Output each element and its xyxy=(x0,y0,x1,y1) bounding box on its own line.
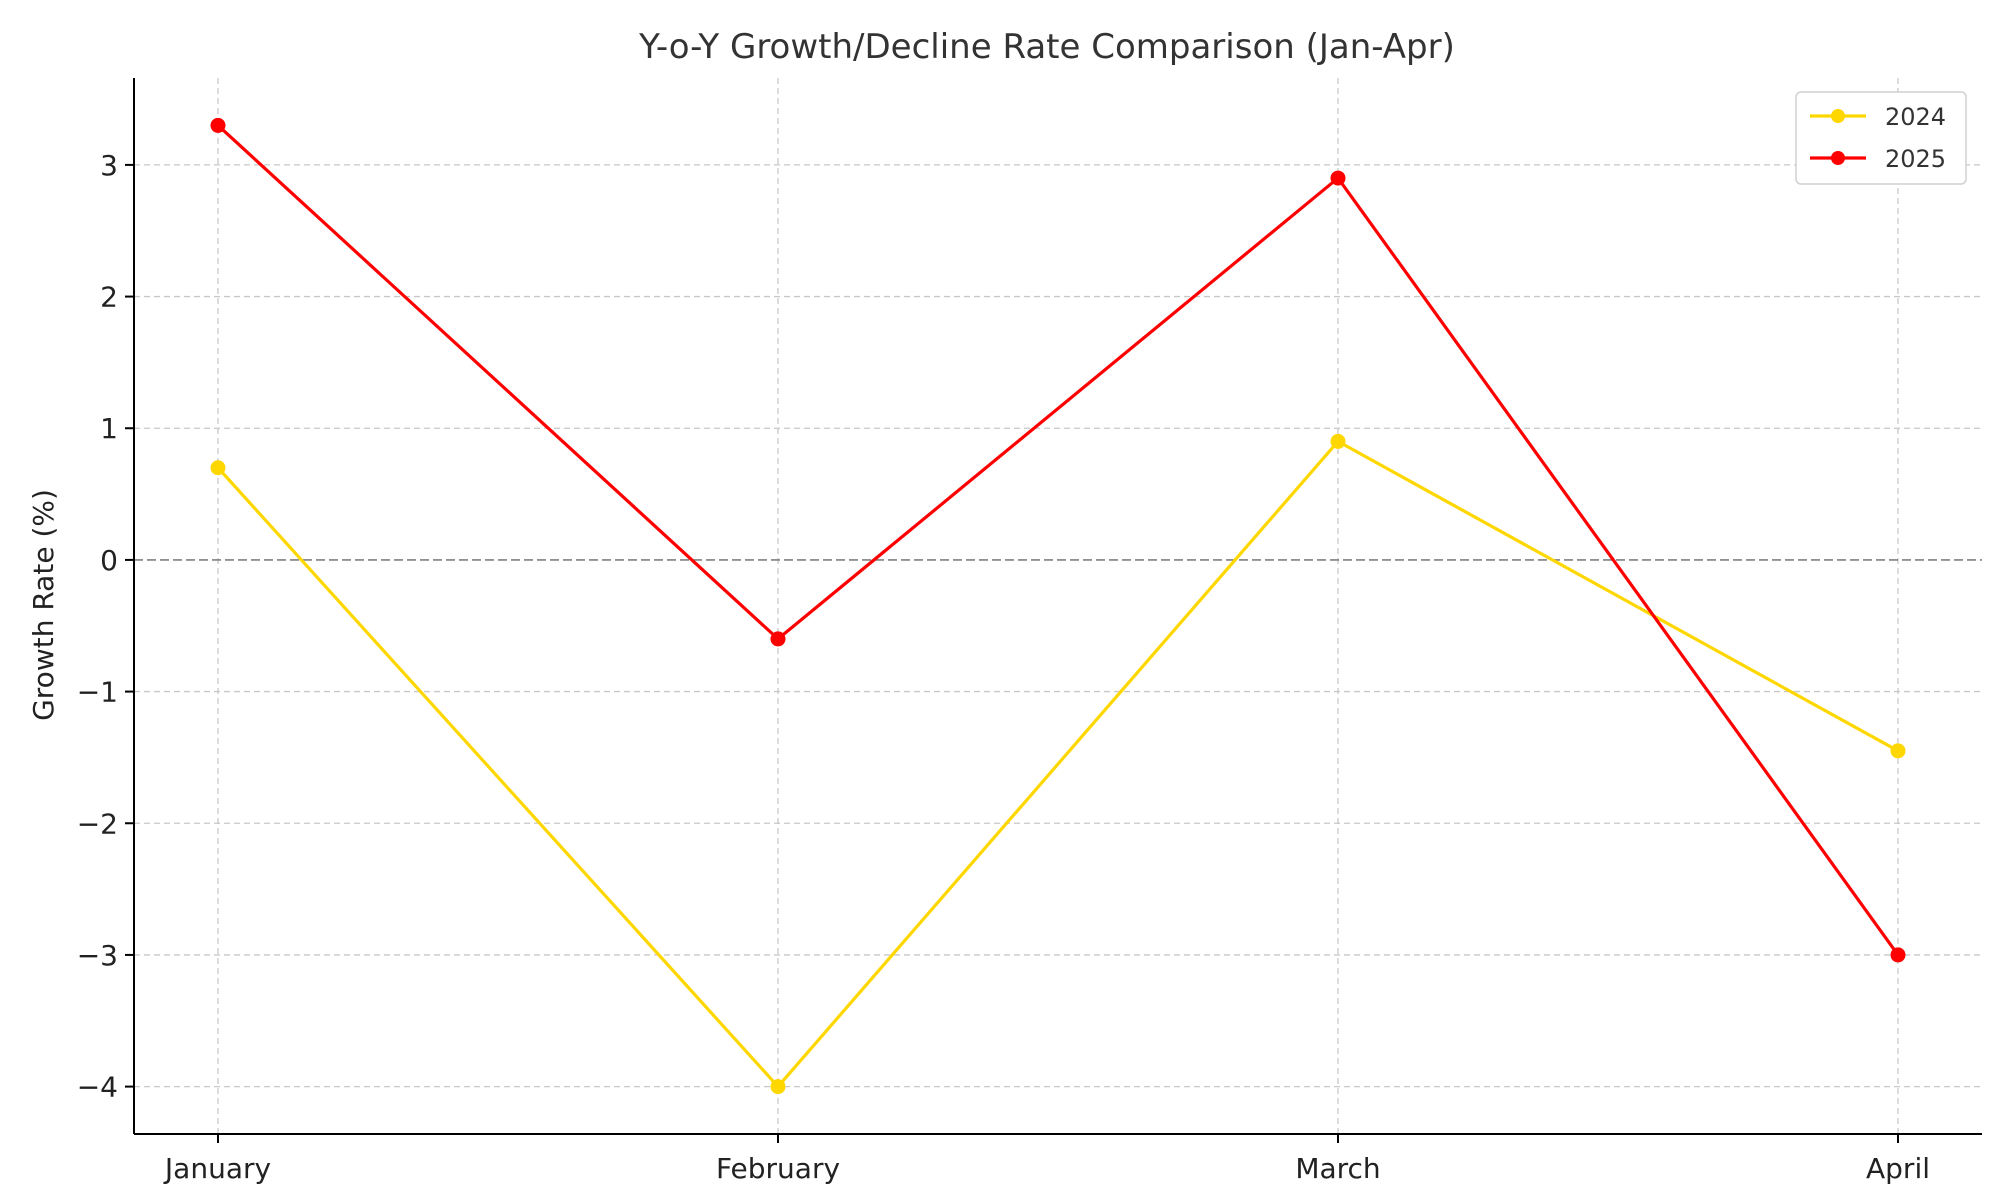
legend-label: 2025 xyxy=(1885,145,1946,173)
data-point xyxy=(210,460,226,476)
data-point xyxy=(1330,433,1346,449)
data-point xyxy=(1890,947,1906,963)
y-tick-label: 2 xyxy=(100,281,118,314)
series-line xyxy=(216,439,1899,1089)
data-point xyxy=(770,631,786,647)
x-tick-label: January xyxy=(163,1152,271,1185)
data-point xyxy=(770,1079,786,1095)
data-point xyxy=(1890,743,1906,759)
legend-item: 2025 xyxy=(1810,145,1946,173)
y-tick-label: 0 xyxy=(100,544,118,577)
axes: −4 −3 −2 −1 0 1 2 3 January February March April xyxy=(77,78,1982,1185)
data-point xyxy=(1330,170,1346,186)
y-axis-label: Growth Rate (%) xyxy=(27,489,60,721)
series-2025 xyxy=(210,117,1906,963)
x-tick-label: February xyxy=(716,1152,840,1185)
y-tick-label: 1 xyxy=(100,412,118,445)
y-tick-label: −3 xyxy=(77,939,118,972)
legend: 2024 2025 xyxy=(1795,91,1967,185)
y-tick-label: 3 xyxy=(100,149,118,182)
grid xyxy=(134,78,1982,1134)
legend-item: 2024 xyxy=(1810,103,1946,131)
legend-marker xyxy=(1831,151,1845,165)
series-2024 xyxy=(210,433,1906,1095)
y-tick-label: −4 xyxy=(77,1071,118,1104)
chart-title: Y-o-Y Growth/Decline Rate Comparison (Ja… xyxy=(638,27,1455,67)
x-tick-label: March xyxy=(1295,1152,1380,1185)
data-point xyxy=(210,117,226,133)
x-tick-label: April xyxy=(1866,1152,1930,1185)
series xyxy=(210,117,1906,1095)
legend-marker xyxy=(1831,109,1845,123)
y-tick-label: −1 xyxy=(77,676,118,709)
series-line xyxy=(216,124,1900,956)
legend-label: 2024 xyxy=(1885,103,1946,131)
y-tick-label: −2 xyxy=(77,807,118,840)
